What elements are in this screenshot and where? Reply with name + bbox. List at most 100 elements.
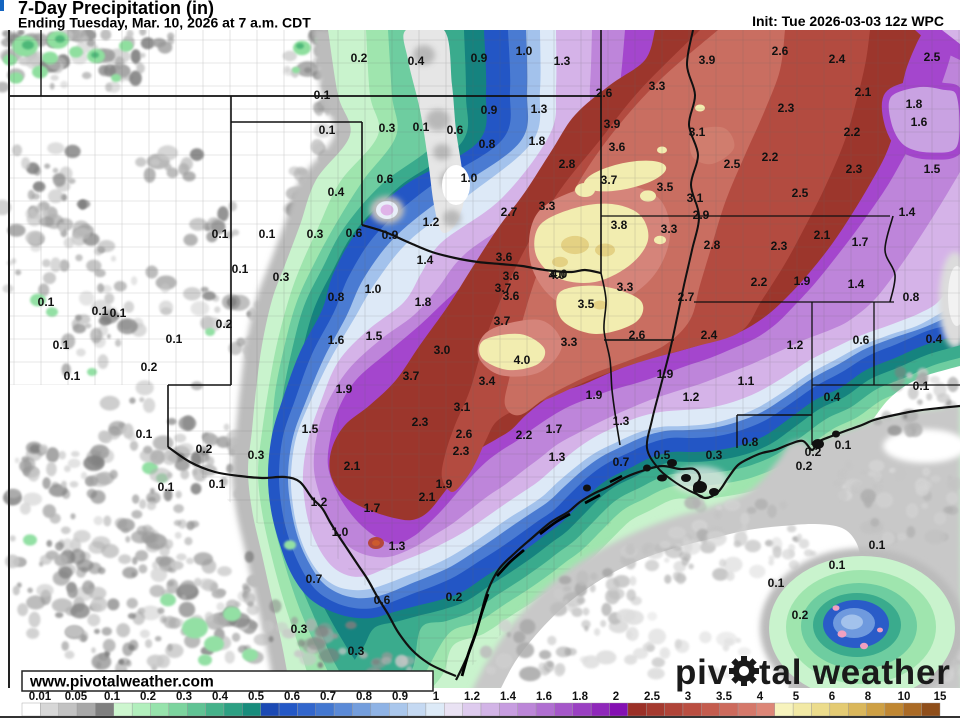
svg-text:3: 3 [685, 691, 691, 703]
svg-text:0.8: 0.8 [742, 435, 759, 449]
svg-text:3.3: 3.3 [649, 79, 666, 93]
svg-text:1.4: 1.4 [500, 691, 517, 703]
svg-text:0.1: 0.1 [413, 120, 430, 134]
svg-text:2.1: 2.1 [814, 228, 831, 242]
svg-text:3.3: 3.3 [661, 222, 678, 236]
svg-text:1.7: 1.7 [852, 235, 869, 249]
svg-text:2.7: 2.7 [678, 290, 695, 304]
svg-text:1.2: 1.2 [787, 338, 804, 352]
svg-text:4.0: 4.0 [514, 353, 531, 367]
svg-text:0.1: 0.1 [64, 369, 81, 383]
svg-text:0.1: 0.1 [92, 304, 109, 318]
svg-text:0.1: 0.1 [768, 576, 785, 590]
svg-text:0.6: 0.6 [284, 691, 300, 703]
svg-text:3.0: 3.0 [434, 343, 451, 357]
svg-text:1.8: 1.8 [906, 97, 923, 111]
svg-text:3.7: 3.7 [494, 314, 511, 328]
svg-text:0.4: 0.4 [328, 185, 345, 199]
svg-text:tal weather: tal weather [759, 653, 951, 692]
svg-text:4: 4 [757, 691, 764, 703]
svg-text:0.2: 0.2 [446, 590, 463, 604]
svg-text:0.2: 0.2 [792, 608, 809, 622]
svg-text:0.9: 0.9 [481, 103, 498, 117]
svg-text:0.8: 0.8 [328, 290, 345, 304]
svg-text:2.6: 2.6 [629, 328, 646, 342]
svg-text:Ending Tuesday, Mar. 10, 2026: Ending Tuesday, Mar. 10, 2026 at 7 a.m. … [18, 15, 311, 31]
svg-text:2.8: 2.8 [559, 157, 576, 171]
svg-text:2.6: 2.6 [772, 44, 789, 58]
svg-text:2.5: 2.5 [792, 186, 809, 200]
svg-text:0.1: 0.1 [232, 262, 249, 276]
svg-text:2.2: 2.2 [516, 428, 533, 442]
svg-text:0.8: 0.8 [356, 691, 373, 703]
svg-text:1.5: 1.5 [366, 329, 383, 343]
svg-text:1.7: 1.7 [364, 501, 381, 515]
svg-text:1.4: 1.4 [417, 253, 434, 267]
svg-text:3.3: 3.3 [617, 280, 634, 294]
svg-text:2.5: 2.5 [924, 50, 941, 64]
svg-text:3.1: 3.1 [454, 400, 471, 414]
svg-text:5: 5 [793, 691, 800, 703]
svg-text:1.0: 1.0 [332, 525, 349, 539]
svg-text:3.5: 3.5 [716, 691, 733, 703]
svg-text:1.9: 1.9 [436, 477, 453, 491]
svg-text:1.4: 1.4 [848, 277, 865, 291]
svg-text:0.1: 0.1 [869, 538, 886, 552]
svg-text:3.3: 3.3 [561, 335, 578, 349]
svg-text:2.4: 2.4 [701, 328, 718, 342]
svg-text:0.3: 0.3 [176, 691, 192, 703]
svg-text:1.3: 1.3 [554, 54, 571, 68]
svg-text:1.9: 1.9 [794, 274, 811, 288]
svg-text:1.0: 1.0 [516, 44, 533, 58]
svg-text:0.6: 0.6 [374, 593, 391, 607]
svg-text:2.3: 2.3 [771, 239, 788, 253]
svg-text:3.7: 3.7 [403, 369, 420, 383]
svg-text:1.6: 1.6 [328, 333, 345, 347]
svg-text:0.05: 0.05 [65, 691, 88, 703]
svg-text:1.9: 1.9 [336, 382, 353, 396]
svg-text:0.6: 0.6 [346, 226, 363, 240]
svg-text:0.1: 0.1 [835, 438, 852, 452]
svg-text:0.2: 0.2 [796, 459, 813, 473]
svg-text:0.7: 0.7 [320, 691, 336, 703]
svg-text:0.8: 0.8 [903, 290, 920, 304]
svg-text:1.7: 1.7 [546, 422, 563, 436]
svg-text:2.9: 2.9 [693, 208, 710, 222]
svg-text:1.2: 1.2 [683, 390, 700, 404]
svg-text:0.2: 0.2 [805, 445, 822, 459]
svg-text:2.6: 2.6 [596, 86, 613, 100]
svg-text:0.2: 0.2 [216, 317, 233, 331]
svg-text:0.1: 0.1 [212, 227, 229, 241]
svg-text:0.1: 0.1 [259, 227, 276, 241]
svg-text:1.8: 1.8 [529, 134, 546, 148]
svg-text:0.3: 0.3 [291, 622, 308, 636]
svg-text:3.7: 3.7 [495, 281, 512, 295]
svg-text:1.0: 1.0 [365, 282, 382, 296]
svg-text:1: 1 [433, 691, 440, 703]
svg-text:0.9: 0.9 [471, 51, 488, 65]
svg-text:0.2: 0.2 [196, 442, 213, 456]
svg-text:0.6: 0.6 [447, 123, 464, 137]
svg-text:2.1: 2.1 [344, 459, 361, 473]
svg-text:2: 2 [613, 691, 619, 703]
svg-text:7-Day Precipitation (in): 7-Day Precipitation (in) [18, 0, 214, 18]
svg-text:0.1: 0.1 [53, 338, 70, 352]
svg-text:2.3: 2.3 [778, 101, 795, 115]
svg-text:Init: Tue 2026-03-03 12z WPC: Init: Tue 2026-03-03 12z WPC [752, 13, 944, 29]
svg-text:1.2: 1.2 [311, 495, 328, 509]
svg-text:0.5: 0.5 [654, 448, 671, 462]
svg-text:3.9: 3.9 [604, 117, 621, 131]
svg-text:3.1: 3.1 [687, 191, 704, 205]
svg-text:0.1: 0.1 [110, 306, 127, 320]
svg-text:1.2: 1.2 [423, 215, 440, 229]
svg-text:1.3: 1.3 [549, 450, 566, 464]
svg-text:2.1: 2.1 [855, 85, 872, 99]
svg-text:0.6: 0.6 [853, 333, 870, 347]
svg-text:0.1: 0.1 [829, 558, 846, 572]
svg-text:1.1: 1.1 [738, 374, 755, 388]
svg-text:0.3: 0.3 [348, 644, 365, 658]
svg-text:3.6: 3.6 [503, 269, 520, 283]
svg-text:0.9: 0.9 [382, 228, 399, 242]
svg-text:0.1: 0.1 [319, 123, 336, 137]
svg-text:0.3: 0.3 [379, 121, 396, 135]
